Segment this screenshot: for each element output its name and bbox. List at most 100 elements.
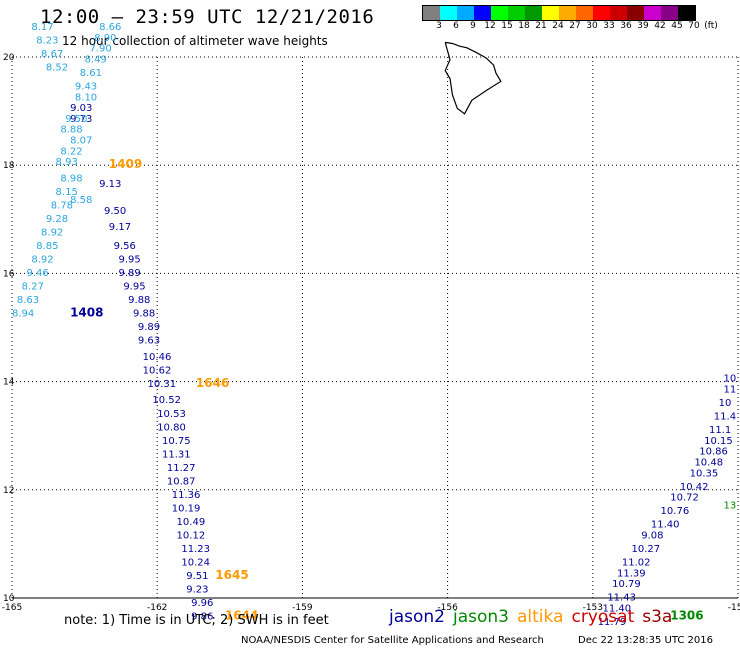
color-scale-label: 42: [654, 21, 666, 31]
data-point-label: 9.89: [118, 268, 140, 279]
data-point-label: 8.22: [60, 146, 82, 157]
data-point-label: 10.76: [661, 506, 690, 517]
color-swatch: #000000: [678, 6, 695, 20]
data-point-label: 9.08: [641, 530, 663, 541]
data-point-label: 9.17: [109, 222, 131, 233]
y-tick-label: 18: [3, 161, 15, 171]
data-point-label: 8.85: [36, 241, 58, 252]
x-tick-label: -153: [583, 603, 603, 613]
data-point-label: 8.88: [60, 125, 82, 136]
color-scale-label: 6: [453, 21, 459, 31]
color-swatch: #ffff00: [542, 6, 559, 20]
y-tick-label: 10: [3, 594, 15, 604]
data-point-label: 10.46: [143, 352, 172, 363]
color-scale-label: 24: [552, 21, 564, 31]
data-point-label: 9.86: [191, 612, 213, 623]
data-point-label: 8.78: [51, 200, 73, 211]
time-label: 1644: [225, 609, 258, 623]
data-point-label: 11: [723, 384, 736, 395]
data-point-label: 9.13: [99, 179, 121, 190]
time-label: 1306: [670, 609, 703, 623]
data-point-label: 10.12: [177, 530, 206, 541]
data-point-label: 7.90: [89, 44, 111, 55]
data-point-label: 9.88: [133, 309, 155, 320]
data-point-label: 8.94: [12, 309, 34, 320]
y-tick-label: 12: [3, 486, 14, 496]
data-point-label: 8.17: [31, 22, 53, 33]
data-point-label: 8.10: [75, 92, 97, 103]
legend-item: s3a: [642, 607, 673, 627]
data-point-label: 8.66: [99, 22, 121, 33]
data-point-label: 9.56: [114, 241, 136, 252]
data-point-label: 9.50: [104, 206, 126, 217]
data-point-label: 8.07: [70, 136, 92, 147]
data-point-label: 9.88: [128, 295, 150, 306]
data-point-label: 8.93: [56, 157, 78, 168]
data-point-label: 8.67: [41, 49, 63, 60]
color-scale-label: (ft): [704, 21, 718, 31]
data-point-label: 8.90: [94, 33, 116, 44]
data-point-label: 11.43: [607, 593, 636, 604]
time-label: 1646: [196, 376, 229, 390]
data-point-label: 8.52: [46, 63, 68, 74]
data-point-label: 10.24: [181, 558, 210, 569]
data-point-label: 11.1: [709, 425, 731, 436]
data-point-label: 10.53: [157, 409, 186, 420]
data-point-label: 9.50: [65, 114, 87, 125]
color-swatch: #00aaff: [457, 6, 474, 20]
color-swatch: #ffaa00: [559, 6, 576, 20]
data-point-label: 9.95: [123, 282, 145, 293]
coastline: [444, 41, 502, 115]
data-point-label: 8.15: [56, 187, 78, 198]
legend: jason2 jason3 altika cryosat s3a: [389, 607, 672, 627]
legend-item: cryosat: [571, 607, 635, 627]
data-point-label: 10.35: [690, 468, 719, 479]
color-scale-label: 39: [637, 21, 649, 31]
data-point-label: 11.31: [162, 449, 191, 460]
color-swatch: #009900: [525, 6, 542, 20]
color-scale-label: 70: [688, 21, 700, 31]
color-swatch: #00ff00: [491, 6, 508, 20]
color-swatch: #ff0000: [593, 6, 610, 20]
color-scale-label: 15: [501, 21, 513, 31]
data-point-label: 9.23: [186, 585, 208, 596]
data-point-label: 8.49: [85, 54, 107, 65]
color-scale-labels: 3 6 9 12 15 18 21 24 27 30 33 36 39 42 45 70 (ft): [422, 21, 740, 33]
timestamp: Dec 22 13:28:35 UTC 2016: [578, 635, 713, 646]
data-point-label: 10.27: [632, 544, 661, 555]
color-scale-label: 18: [518, 21, 530, 31]
data-point-label: 10: [719, 398, 732, 409]
time-label: 1408: [70, 306, 103, 320]
credit: NOAA/NESDIS Center for Satellite Applica…: [241, 635, 544, 646]
color-scale-label: 36: [620, 21, 632, 31]
time-label: 1409: [109, 157, 142, 171]
data-point-label: 11.4: [714, 411, 736, 422]
legend-item: jason2: [389, 607, 445, 627]
legend-item: jason3: [453, 607, 509, 627]
time-label: 1645: [215, 568, 248, 582]
data-point-label: 9.73: [70, 114, 92, 125]
data-point-label: 9.63: [138, 336, 160, 347]
data-point-label: 13: [723, 501, 736, 512]
y-tick-label: 16: [3, 269, 15, 279]
data-point-label: 10.80: [157, 422, 186, 433]
data-point-label: 10.49: [177, 517, 206, 528]
data-point-label: 8.27: [22, 282, 44, 293]
data-point-label: 11.27: [167, 463, 196, 474]
color-swatch: #880000: [627, 6, 644, 20]
data-point-label: 8.92: [41, 228, 63, 239]
data-point-label: 11.36: [172, 490, 201, 501]
y-tick-label: 14: [3, 378, 15, 388]
data-point-label: 10.86: [699, 447, 728, 458]
color-swatch: #cc00cc: [644, 6, 661, 20]
data-point-label: 10.52: [152, 395, 181, 406]
data-point-label: 8.92: [31, 255, 53, 266]
x-tick-label: -156: [437, 603, 458, 613]
footer-note: note: 1) Time is in UTC; 2) SWH is in fe…: [64, 613, 329, 628]
data-point-label: 9.96: [191, 598, 213, 609]
x-tick-label: -150: [728, 603, 740, 613]
data-point-label: 10.72: [670, 493, 699, 504]
data-point-label: 10.79: [612, 579, 641, 590]
data-point-label: 10.62: [143, 365, 172, 376]
